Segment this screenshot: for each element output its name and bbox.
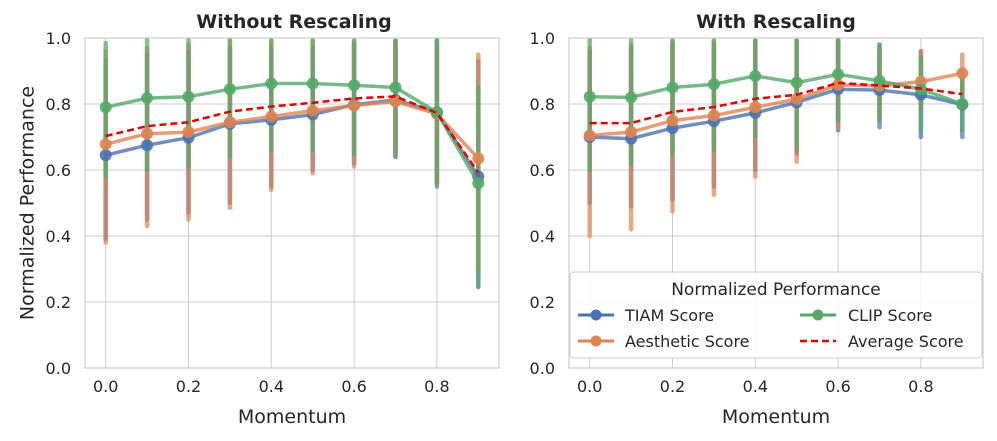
right-clip-score-point bbox=[873, 74, 886, 87]
left-x-axis-label: Momentum bbox=[238, 406, 346, 428]
right-y-tick-label: 0.8 bbox=[530, 95, 555, 114]
right-x-tick-label: 0.0 bbox=[577, 377, 602, 396]
right-x-tick-label: 0.8 bbox=[908, 377, 933, 396]
left-tiam-score-point bbox=[99, 149, 112, 162]
left-y-tick-label: 0.8 bbox=[46, 95, 71, 114]
left-x-tick-label: 0.8 bbox=[424, 377, 449, 396]
right-y-tick-label: 0.0 bbox=[530, 359, 555, 378]
y-axis-label: Normalized Performance bbox=[17, 86, 39, 320]
legend-average-label: Average Score bbox=[848, 332, 964, 351]
left-chart-panel: Without Rescaling 0.0 0.2 0.4 0.6 0.80.00.20… bbox=[46, 11, 500, 428]
left-aesthetic-score-point bbox=[99, 138, 112, 151]
left-clip-score-point bbox=[141, 92, 154, 105]
left-clip-score-point bbox=[348, 79, 361, 92]
left-y-tick-label: 0.4 bbox=[46, 227, 71, 246]
right-clip-score-point bbox=[749, 69, 762, 82]
legend: Normalized Performance TIAM Score Aesthe… bbox=[569, 271, 983, 359]
left-chart-title: Without Rescaling bbox=[196, 11, 391, 33]
right-clip-score-point bbox=[790, 76, 803, 89]
right-clip-score-point bbox=[583, 90, 596, 103]
legend-box bbox=[569, 271, 983, 359]
right-clip-score-point bbox=[832, 68, 845, 81]
legend-entry-tiam: TIAM Score bbox=[578, 306, 714, 325]
left-aesthetic-score-point bbox=[348, 99, 361, 112]
legend-title: Normalized Performance bbox=[671, 280, 881, 300]
right-aesthetic-score-point bbox=[790, 93, 803, 106]
left-clip-score-point bbox=[223, 83, 236, 96]
right-x-tick-label: 0.6 bbox=[825, 377, 850, 396]
right-aesthetic-score-point bbox=[749, 101, 762, 114]
right-aesthetic-score-point bbox=[583, 129, 596, 142]
left-x-tick-label: 0.2 bbox=[176, 377, 201, 396]
legend-aesthetic-label: Aesthetic Score bbox=[625, 332, 750, 351]
left-y-tick-label: 1.0 bbox=[46, 29, 71, 48]
left-y-tick-label: 0.2 bbox=[46, 293, 71, 312]
legend-entry-clip: CLIP Score bbox=[800, 306, 932, 325]
left-clip-score-point bbox=[472, 177, 485, 190]
left-aesthetic-score-point bbox=[472, 152, 485, 165]
right-tiam-score-line bbox=[589, 87, 963, 141]
legend-tiam-label: TIAM Score bbox=[624, 306, 714, 325]
left-x-tick-label: 0.6 bbox=[341, 377, 366, 396]
left-aesthetic-score-point bbox=[182, 126, 195, 139]
right-clip-score-line bbox=[589, 72, 963, 106]
left-x-tick-label: 0.4 bbox=[259, 377, 284, 396]
left-aesthetic-score-point bbox=[389, 95, 402, 108]
right-tick-labels: 0.0 0.2 0.4 0.6 0.8 0.0 0.2 0.4 0.6 0.8 1.0 bbox=[530, 29, 934, 396]
left-clip-score-point bbox=[389, 81, 402, 94]
right-x-axis-label: Momentum bbox=[722, 406, 830, 428]
left-aesthetic-score-point bbox=[265, 110, 278, 123]
right-clip-score-point bbox=[956, 98, 969, 110]
right-chart-panel: With Rescaling 0.0 0.2 0.4 0.6 0.80.00.20.40… bbox=[530, 11, 984, 428]
left-average-score-line bbox=[105, 95, 480, 174]
left-aesthetic-score-point bbox=[223, 116, 236, 129]
left-aesthetic-score-point bbox=[141, 127, 154, 140]
right-aesthetic-score-point bbox=[707, 109, 720, 122]
left-tick-labels: 0.0 0.2 0.4 0.6 0.8 0.0 0.2 0.4 0.6 0.8 1.0 bbox=[46, 29, 450, 396]
legend-entry-aesthetic: Aesthetic Score bbox=[578, 332, 750, 351]
right-plot-frame bbox=[568, 37, 984, 369]
left-clip-score-point bbox=[182, 90, 195, 103]
right-y-tick-label: 1.0 bbox=[530, 29, 555, 48]
left-clip-score-point bbox=[306, 77, 319, 90]
right-clip-score-point bbox=[666, 81, 679, 94]
right-average-score-line bbox=[589, 81, 963, 125]
legend-clip-label: CLIP Score bbox=[848, 306, 932, 325]
right-aesthetic-score-point bbox=[956, 67, 969, 80]
right-series-layer bbox=[583, 37, 969, 239]
left-clip-score-point bbox=[265, 77, 278, 90]
left-clip-score-point bbox=[99, 101, 112, 114]
right-clip-score-point bbox=[707, 78, 720, 91]
right-x-tick-label: 0.2 bbox=[660, 377, 685, 396]
legend-entry-average: Average Score bbox=[800, 332, 964, 351]
left-y-tick-label: 0.0 bbox=[46, 359, 71, 378]
legend-tiam-marker bbox=[590, 309, 602, 321]
right-y-tick-label: 0.2 bbox=[530, 293, 555, 312]
right-clip-score-point bbox=[625, 91, 638, 104]
right-aesthetic-score-point bbox=[666, 114, 679, 127]
left-x-tick-label: 0.0 bbox=[93, 377, 118, 396]
right-x-tick-label: 0.4 bbox=[743, 377, 768, 396]
legend-aesthetic-marker bbox=[590, 335, 602, 347]
left-clip-score-line bbox=[105, 81, 480, 185]
left-plot-frame bbox=[84, 37, 500, 369]
left-aesthetic-score-point bbox=[306, 104, 319, 117]
left-y-tick-label: 0.6 bbox=[46, 161, 71, 180]
left-aesthetic-score-line bbox=[105, 99, 480, 160]
left-series-layer bbox=[99, 37, 485, 290]
right-aesthetic-score-point bbox=[625, 126, 638, 139]
right-y-tick-label: 0.6 bbox=[530, 161, 555, 180]
right-chart-title: With Rescaling bbox=[696, 11, 856, 33]
right-y-tick-label: 0.4 bbox=[530, 227, 555, 246]
left-tiam-score-point bbox=[141, 139, 154, 152]
legend-clip-marker bbox=[812, 309, 824, 321]
